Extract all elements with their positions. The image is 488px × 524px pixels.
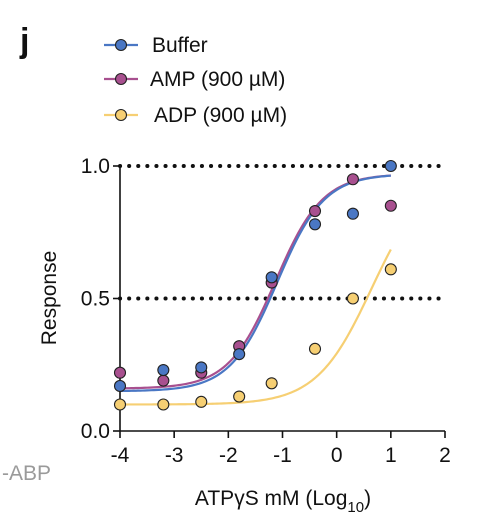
data-point-buffer — [113, 379, 127, 393]
legend-item-buffer: Buffer — [104, 34, 208, 57]
x-tick-label: -3 — [165, 444, 184, 467]
y-tick-label: 0.5 — [81, 288, 110, 311]
data-point-buffer — [346, 207, 359, 220]
x-axis-label: ATPγS mM (Log10) — [195, 487, 371, 516]
x-tick-label: 0 — [331, 444, 343, 467]
data-point-buffer — [265, 271, 278, 284]
data-point-buffer — [233, 348, 246, 361]
data-point-adp-900-m — [308, 342, 322, 355]
legend-marker — [114, 72, 128, 86]
data-point-amp-900-m — [384, 199, 397, 212]
legend-label: ADP (900 µM) — [154, 104, 287, 127]
reference-lines — [118, 164, 447, 301]
data-point-adp-900-m — [157, 398, 170, 411]
axes: -4 -3 -2 -1 0 1 2 0.0 0.5 1.0 — [81, 155, 451, 467]
data-point-adp-900-m — [384, 263, 397, 276]
x-tick-label: 1 — [385, 444, 397, 467]
x-axis-label-subscript: 10 — [347, 499, 364, 516]
panel-letter: j — [19, 22, 29, 60]
x-tick-label: -2 — [219, 444, 238, 467]
data-point-buffer — [308, 218, 322, 231]
x-tick-label: -4 — [111, 444, 130, 467]
data-point-adp-900-m — [233, 390, 246, 403]
legend-label: Buffer — [152, 34, 208, 57]
x-axis-label-end: ) — [364, 487, 371, 510]
data-point-adp-900-m — [113, 398, 127, 411]
legend-label: AMP (900 µM) — [150, 68, 285, 91]
y-tick-label: 1.0 — [81, 155, 110, 178]
x-tick-label: -1 — [273, 444, 292, 467]
legend-marker — [114, 38, 128, 52]
fit-curve-buffer — [119, 174, 391, 393]
data-point-adp-900-m — [195, 395, 208, 408]
data-point-buffer — [195, 361, 208, 374]
legend-item-adp-900-m: ADP (900 µM) — [104, 104, 287, 127]
fit-curve-amp-900-m — [119, 174, 391, 390]
data-points — [113, 159, 397, 411]
data-point-buffer — [384, 159, 397, 173]
data-point-amp-900-m — [113, 366, 127, 379]
data-point-amp-900-m — [346, 173, 359, 186]
x-axis-label-main: ATPγS mM (Log — [195, 487, 347, 510]
data-point-adp-900-m — [346, 292, 359, 305]
data-point-amp-900-m — [157, 374, 170, 387]
y-axis-label: Response — [38, 251, 61, 346]
data-point-adp-900-m — [265, 377, 278, 390]
corner-label: -ABP — [2, 462, 51, 485]
legend: Buffer AMP (900 µM) ADP (900 µM) — [104, 34, 287, 127]
data-point-amp-900-m — [308, 205, 322, 218]
x-tick-label: 2 — [439, 444, 451, 467]
legend-marker — [114, 108, 128, 122]
legend-item-amp-900-m: AMP (900 µM) — [104, 68, 285, 91]
data-point-buffer — [157, 363, 170, 377]
y-tick-label: 0.0 — [81, 420, 110, 443]
